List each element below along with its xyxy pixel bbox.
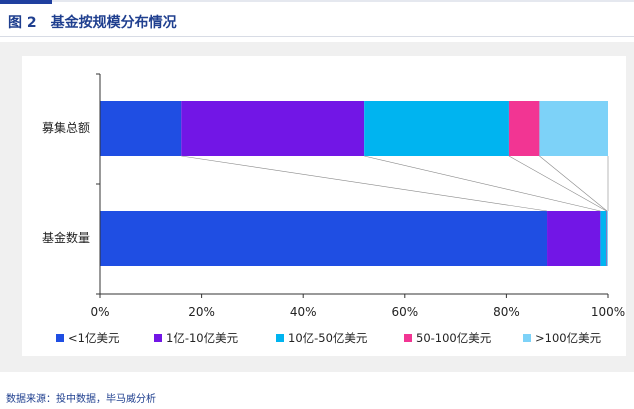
connector-line [539, 155, 608, 212]
x-tick-label: 20% [188, 305, 215, 319]
x-tick-label: 60% [391, 305, 418, 319]
legend-label: <1亿美元 [68, 331, 120, 345]
category-label: 募集总额 [42, 120, 90, 135]
bar-segment-0-2 [364, 101, 509, 156]
legend-swatch [154, 334, 162, 342]
legend-label: 50-100亿美元 [416, 331, 492, 345]
bar-segment-0-1 [181, 101, 365, 156]
bar-segment-1-2 [600, 211, 607, 266]
bar-segment-0-4 [539, 101, 608, 156]
figure-title-text: 基金按规模分布情况 [50, 15, 177, 31]
figure-title: 图 2 基金按规模分布情况 [8, 12, 177, 32]
legend-label: >100亿美元 [535, 331, 602, 345]
bar-segment-1-0 [100, 211, 548, 266]
legend-label: 10亿-50亿美元 [288, 331, 368, 345]
title-divider [0, 36, 634, 37]
connector-line [181, 155, 548, 212]
header-rule [0, 0, 634, 2]
legend-swatch [276, 334, 284, 342]
x-tick-label: 80% [493, 305, 520, 319]
x-tick-label: 100% [591, 305, 625, 319]
legend-swatch [404, 334, 412, 342]
bar-segment-1-1 [547, 211, 601, 266]
x-tick-label: 0% [90, 305, 109, 319]
legend-swatch [523, 334, 531, 342]
data-source-note: 数据来源：投中数据，毕马威分析 [6, 394, 156, 405]
figure-label: 图 2 [8, 15, 37, 31]
legend-swatch [56, 334, 64, 342]
bar-segment-1-4 [606, 211, 608, 266]
bar-segment-1-3 [606, 211, 607, 266]
connector-line [508, 155, 607, 212]
bar-segment-0-3 [508, 101, 540, 156]
header-accent [0, 0, 52, 4]
legend-label: 1亿-10亿美元 [166, 331, 239, 345]
connector-line [364, 155, 601, 212]
x-tick-label: 40% [290, 305, 317, 319]
bar-segment-0-0 [100, 101, 182, 156]
category-label: 基金数量 [42, 230, 90, 245]
